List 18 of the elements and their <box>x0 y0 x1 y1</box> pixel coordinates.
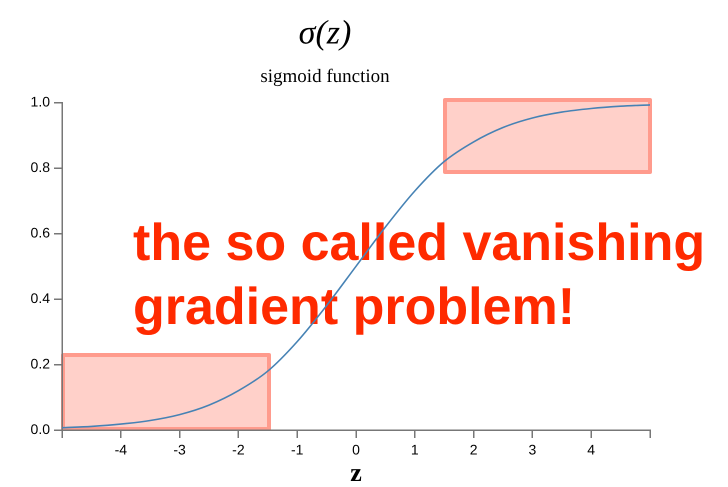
y-tick-label: 0.6 <box>30 224 50 240</box>
x-tick-label: -4 <box>114 441 128 458</box>
y-tick-label: 0.2 <box>30 355 50 372</box>
chart-title: σ(z) <box>298 14 352 52</box>
y-tick-label: 0.0 <box>30 420 50 437</box>
y-tick-label: 1.0 <box>30 93 50 110</box>
x-tick-label: 3 <box>528 441 536 458</box>
x-tick-label: 1 <box>410 441 419 458</box>
y-tick-label: 0.8 <box>30 158 50 175</box>
y-tick-label: 0.4 <box>30 290 50 306</box>
x-tick-label: 2 <box>470 441 478 458</box>
x-axis-title: z <box>350 458 362 487</box>
chart-subtitle: sigmoid function <box>260 66 390 88</box>
x-tick-label: 4 <box>587 441 596 458</box>
x-tick-label: -1 <box>290 441 304 458</box>
x-tick-label: 0 <box>352 441 360 458</box>
x-tick-label: -2 <box>232 441 245 458</box>
x-tick-label: -3 <box>173 441 186 458</box>
